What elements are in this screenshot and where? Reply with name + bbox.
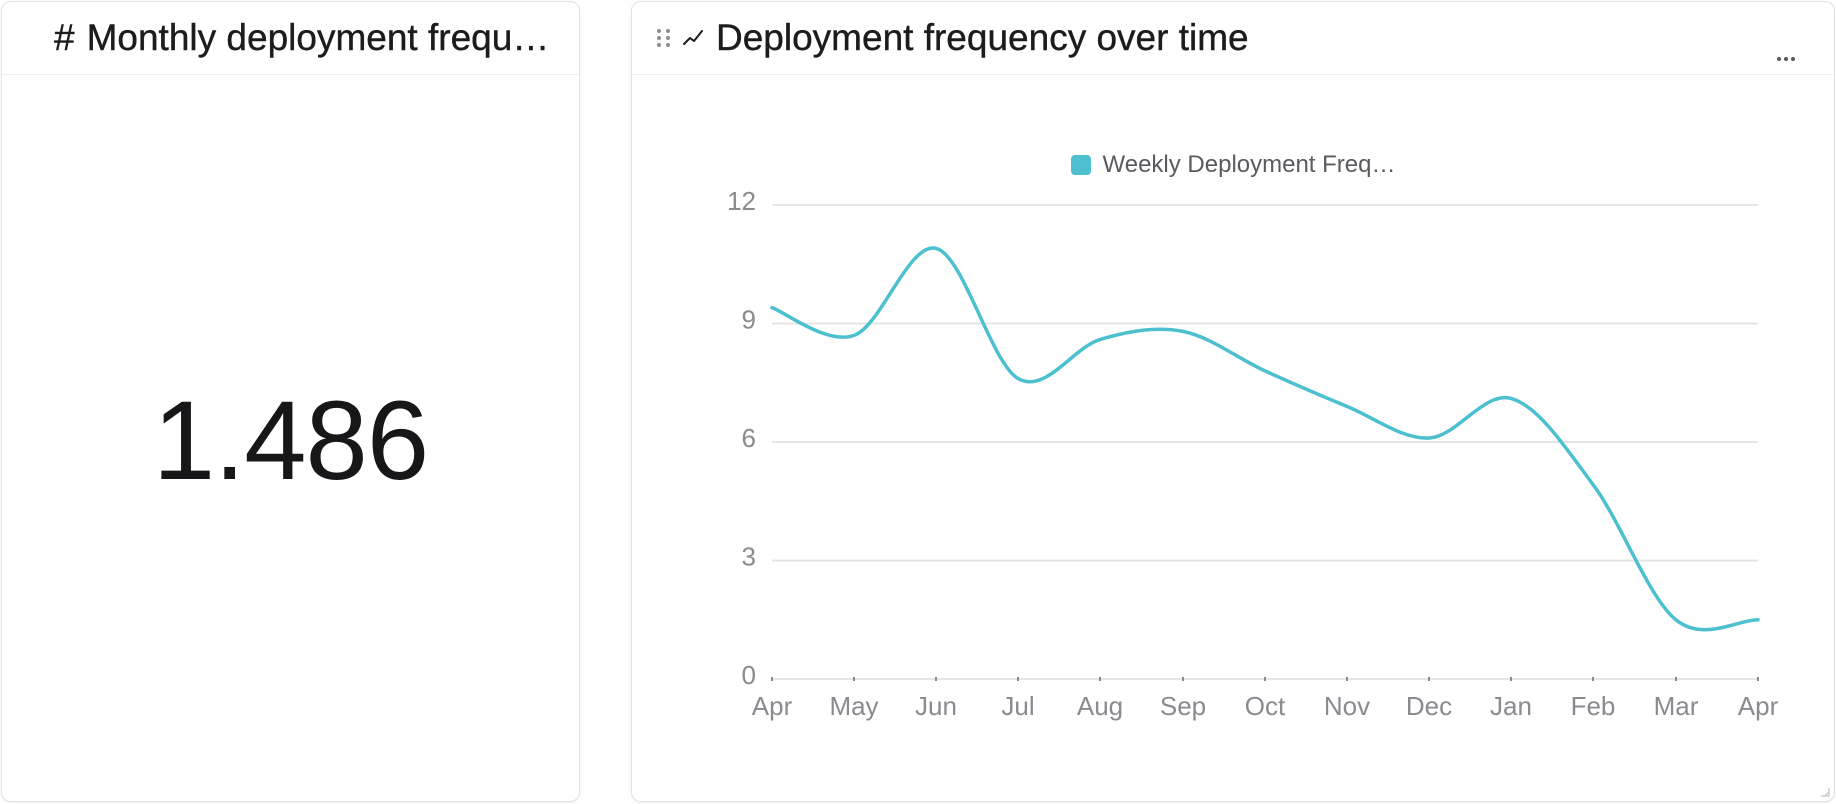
- svg-text:Jul: Jul: [1001, 691, 1034, 721]
- svg-text:12: 12: [727, 186, 756, 216]
- svg-text:Jun: Jun: [915, 691, 957, 721]
- svg-text:Nov: Nov: [1324, 691, 1370, 721]
- svg-text:Apr: Apr: [1738, 691, 1779, 721]
- svg-text:Aug: Aug: [1077, 691, 1123, 721]
- svg-text:6: 6: [742, 423, 756, 453]
- svg-text:3: 3: [742, 542, 756, 572]
- svg-text:Sep: Sep: [1160, 691, 1206, 721]
- svg-text:May: May: [829, 691, 878, 721]
- svg-text:Dec: Dec: [1406, 691, 1452, 721]
- svg-text:9: 9: [742, 305, 756, 335]
- svg-text:Jan: Jan: [1490, 691, 1532, 721]
- svg-text:Oct: Oct: [1245, 691, 1286, 721]
- svg-text:Feb: Feb: [1571, 691, 1616, 721]
- svg-text:0: 0: [742, 660, 756, 690]
- svg-text:Mar: Mar: [1654, 691, 1699, 721]
- svg-text:Apr: Apr: [752, 691, 793, 721]
